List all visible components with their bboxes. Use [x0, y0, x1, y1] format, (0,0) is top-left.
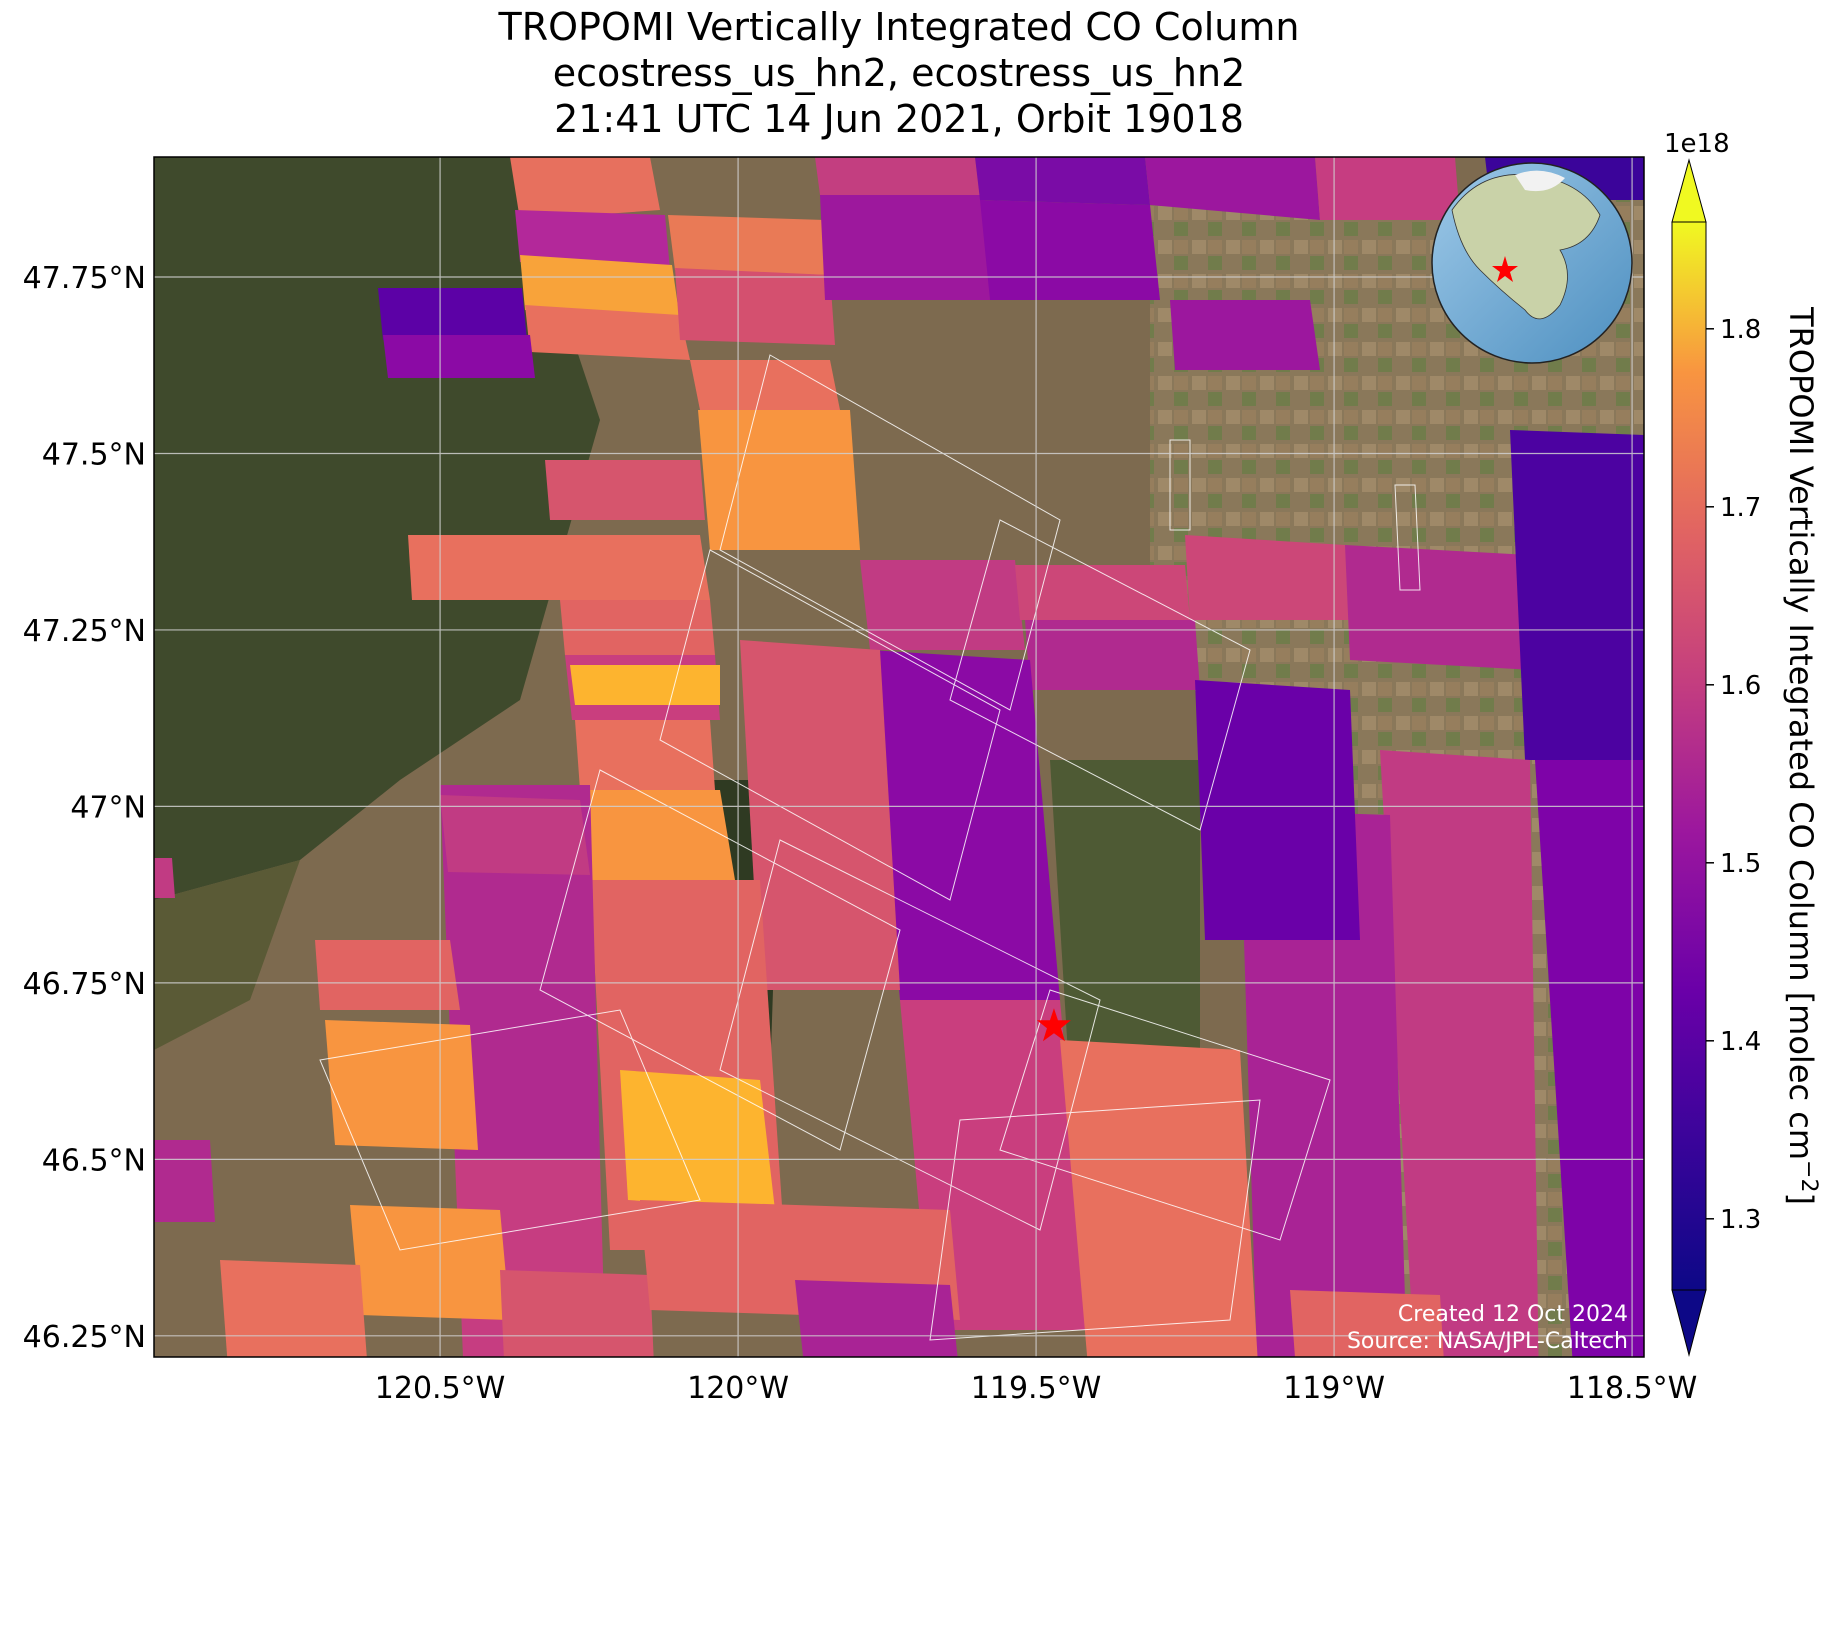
source-text: Source: NASA/JPL-Caltech [1347, 1329, 1628, 1354]
colorbar-tick-label: 1.4 [1720, 1027, 1761, 1057]
colorbar-tick-label: 1.7 [1720, 493, 1761, 523]
colorbar-max-arrow [1671, 158, 1707, 223]
lon-tick-label: 119.5°W [971, 1371, 1102, 1406]
map-title-line-2: ecostress_us_hn2, ecostress_us_hn2 [552, 51, 1246, 95]
globe-inset [1431, 162, 1633, 364]
colorbar-tick-label: 1.5 [1720, 849, 1761, 879]
colorbar-gradient [1671, 221, 1707, 1291]
ecostress-footprint-grid [319, 354, 1421, 1341]
map-gridlines [154, 157, 1644, 1357]
colorbar: 1e18 1.3 1.4 1.5 1.6 1.7 1.8 TROPOMI Vertical… [1664, 129, 1821, 1357]
map-title-line-1: TROPOMI Vertically Integrated CO Column [498, 5, 1300, 49]
lat-tick-labels: 47.75°N 47.5°N 47.25°N 47°N 46.75°N 46.5°N 46.… [23, 261, 146, 1355]
lat-tick-label: 46.5°N [42, 1143, 146, 1178]
lon-tick-label: 120.5°W [375, 1371, 506, 1406]
colorbar-min-arrow [1671, 1289, 1707, 1357]
map-frame [153, 156, 1645, 1358]
colorbar-exponent: 1e18 [1664, 129, 1730, 159]
colorbar-tick-label: 1.3 [1720, 1205, 1761, 1235]
lat-tick-label: 47°N [70, 790, 146, 825]
lon-tick-labels: 120.5°W 120°W 119.5°W 119°W 118.5°W [375, 1371, 1698, 1406]
site-star-marker [1036, 1008, 1071, 1042]
lon-tick-label: 120°W [687, 1371, 789, 1406]
lat-tick-label: 47.75°N [23, 261, 146, 296]
colorbar-tick-label: 1.6 [1720, 671, 1761, 701]
lat-tick-label: 46.75°N [23, 967, 146, 1002]
colorbar-label: TROPOMI Vertically Integrated CO Column … [1782, 306, 1821, 1205]
colorbar-ticks: 1.3 1.4 1.5 1.6 1.7 1.8 [1706, 315, 1761, 1235]
lat-tick-label: 47.5°N [42, 437, 146, 472]
colorbar-tick-label: 1.8 [1720, 315, 1761, 345]
lon-tick-label: 119°W [1283, 1371, 1385, 1406]
created-date-text: Created 12 Oct 2024 [1398, 1302, 1628, 1327]
lat-tick-label: 47.25°N [23, 614, 146, 649]
map-title-line-3: 21:41 UTC 14 Jun 2021, Orbit 19018 [554, 97, 1244, 141]
lat-tick-label: 46.25°N [23, 1320, 146, 1355]
globe-site-marker [1492, 256, 1518, 282]
lon-tick-label: 118.5°W [1567, 1371, 1698, 1406]
